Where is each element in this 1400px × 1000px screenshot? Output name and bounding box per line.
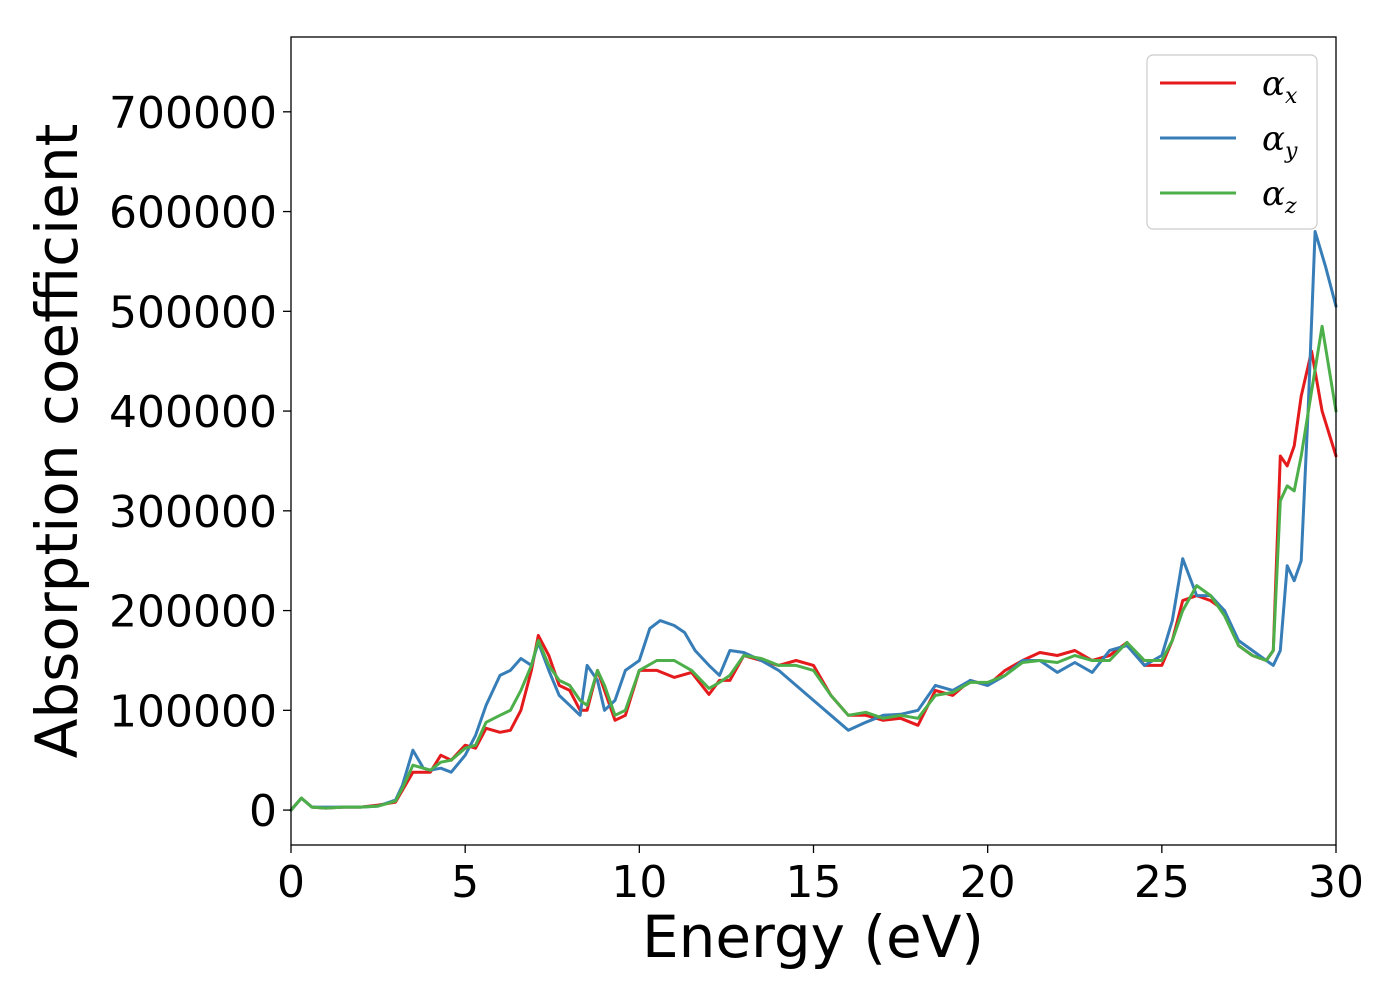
y-axis-ticks: 0 100000 200000 300000 400000 500000 600000 700… xyxy=(109,88,291,837)
series-line-z xyxy=(289,324,1338,812)
x-tick-label: 5 xyxy=(451,857,479,908)
x-tick-label: 25 xyxy=(1134,857,1190,908)
legend-subscript-x: x xyxy=(1285,84,1298,109)
y-tick-label: 0 xyxy=(249,786,277,837)
legend-subscript-y: y xyxy=(1284,139,1298,164)
y-tick-label: 500000 xyxy=(109,287,277,338)
x-tick-label: 20 xyxy=(960,857,1016,908)
legend-box xyxy=(1146,54,1318,230)
y-tick-label: 200000 xyxy=(109,587,277,638)
legend-subscript-z: z xyxy=(1284,194,1297,219)
x-axis-title: Energy (eV) xyxy=(642,903,984,971)
y-tick-label: 600000 xyxy=(109,188,277,239)
y-axis-title: Absorption coefficient xyxy=(23,124,91,759)
y-tick-label: 100000 xyxy=(109,686,277,737)
x-tick-label: 10 xyxy=(611,857,667,908)
x-tick-label: 0 xyxy=(277,857,305,908)
x-tick-label: 15 xyxy=(786,857,842,908)
x-axis-ticks: 0 5 10 15 20 25 30 xyxy=(277,845,1364,908)
y-tick-label: 400000 xyxy=(109,387,277,438)
y-tick-label: 700000 xyxy=(109,88,277,139)
x-tick-label: 30 xyxy=(1308,857,1364,908)
y-tick-label: 300000 xyxy=(109,487,277,538)
series-layer xyxy=(289,230,1338,812)
